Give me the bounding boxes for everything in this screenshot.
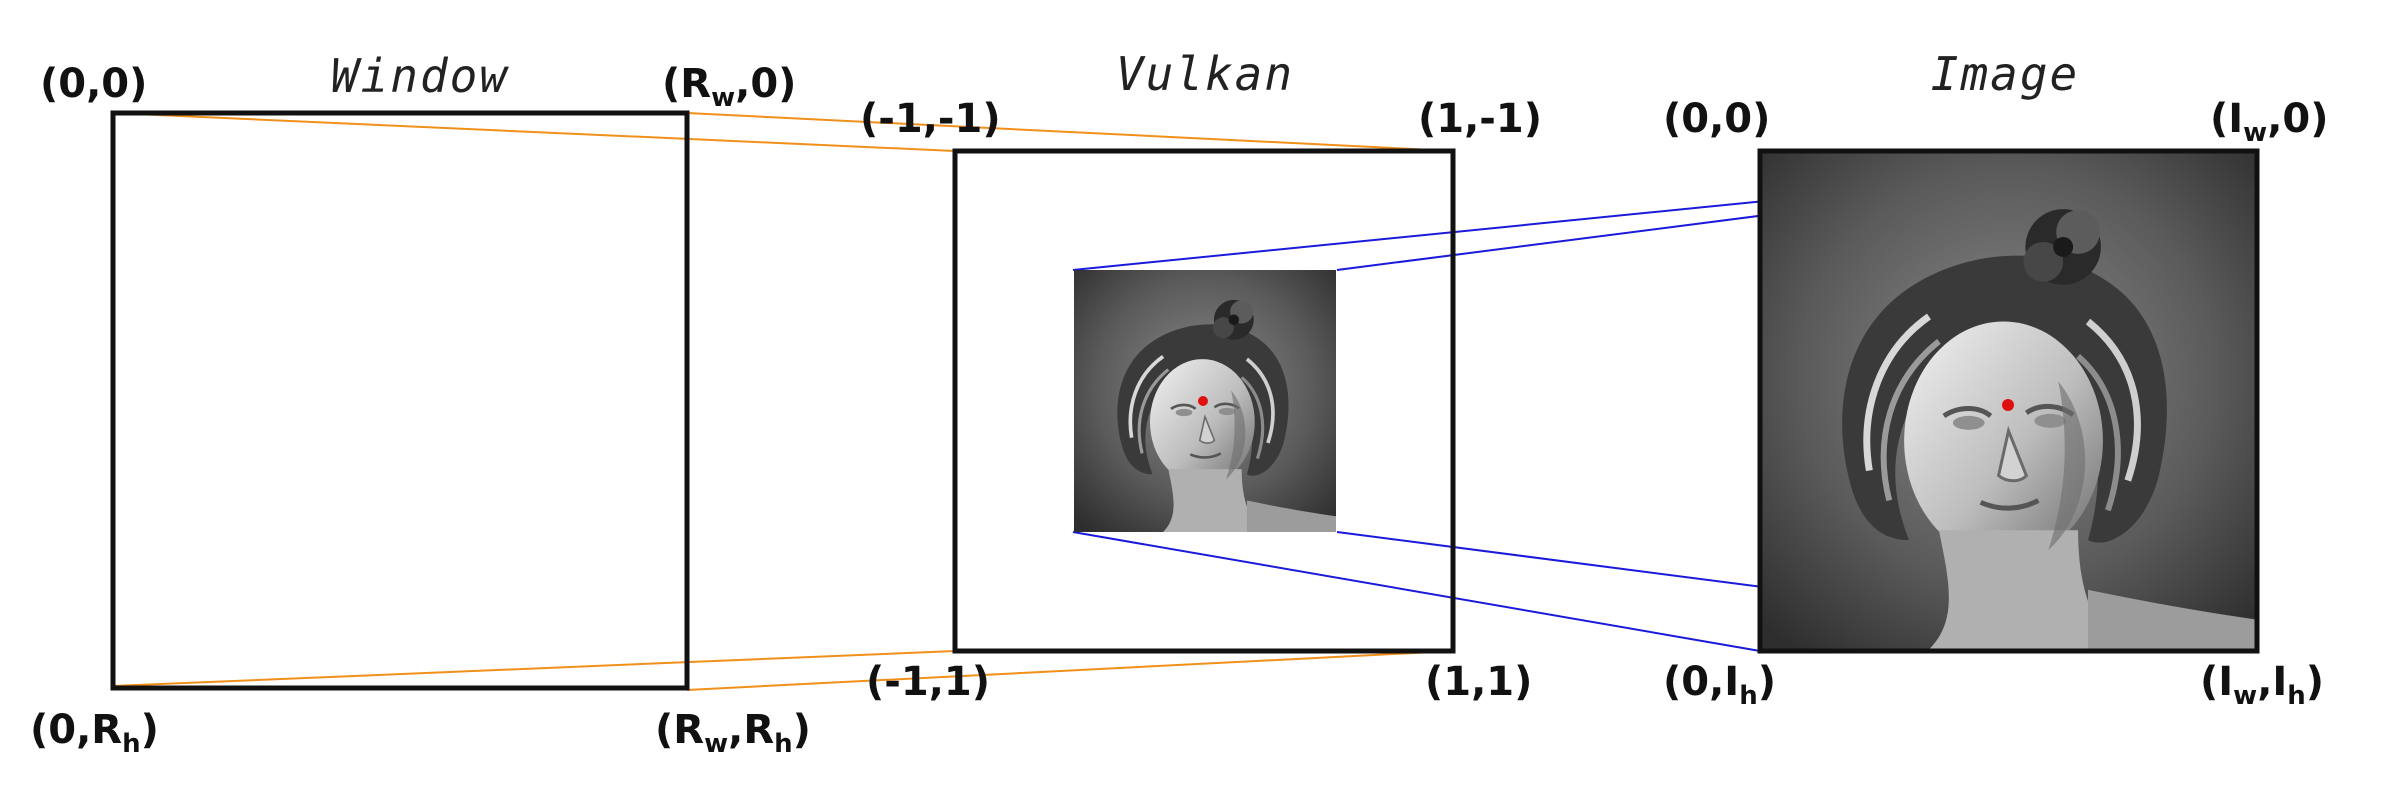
vulkan-title: Vulkan	[1116, 47, 1294, 101]
vulkan-frame	[952, 148, 1456, 654]
image-panel	[1757, 148, 2260, 654]
window-title: Window	[331, 49, 509, 103]
image-label-bottom-left: (0,Ih)	[1663, 659, 1776, 711]
vulkan-label-bottom-right: (1,1)	[1425, 659, 1532, 705]
vulkan-label-top-right: (1,-1)	[1418, 96, 1542, 142]
window-label-bottom-right: (Rw,Rh)	[655, 707, 811, 759]
orange-line-br	[686, 650, 1454, 691]
orange-line-tl	[112, 112, 956, 152]
window-to-vulkan-lines	[112, 112, 1454, 691]
image-label-bottom-right: (Iw,Ih)	[2200, 659, 2324, 711]
vulkan-image-thumbnail	[1073, 270, 1337, 532]
orange-line-bl	[112, 650, 956, 687]
image-label-top-left: (0,0)	[1663, 96, 1770, 142]
window-label-bottom-left: (0,Rh)	[30, 707, 159, 759]
window-label-top-left: (0,0)	[40, 61, 147, 107]
image-title: Image	[1931, 47, 2079, 101]
vulkan-label-bottom-left: (-1,1)	[866, 659, 990, 705]
orange-line-tr	[686, 112, 1454, 152]
vulkan-label-top-left: (-1,-1)	[860, 96, 1001, 142]
window-frame	[110, 110, 690, 691]
image-marker	[2002, 399, 2014, 411]
image-label-top-right: (Iw,0)	[2210, 96, 2329, 148]
image-frame	[1757, 148, 2260, 654]
window-label-top-right: (Rw,0)	[662, 61, 796, 113]
vulkan-image-marker	[1198, 396, 1208, 406]
blue-line-bl	[1072, 531, 1761, 652]
